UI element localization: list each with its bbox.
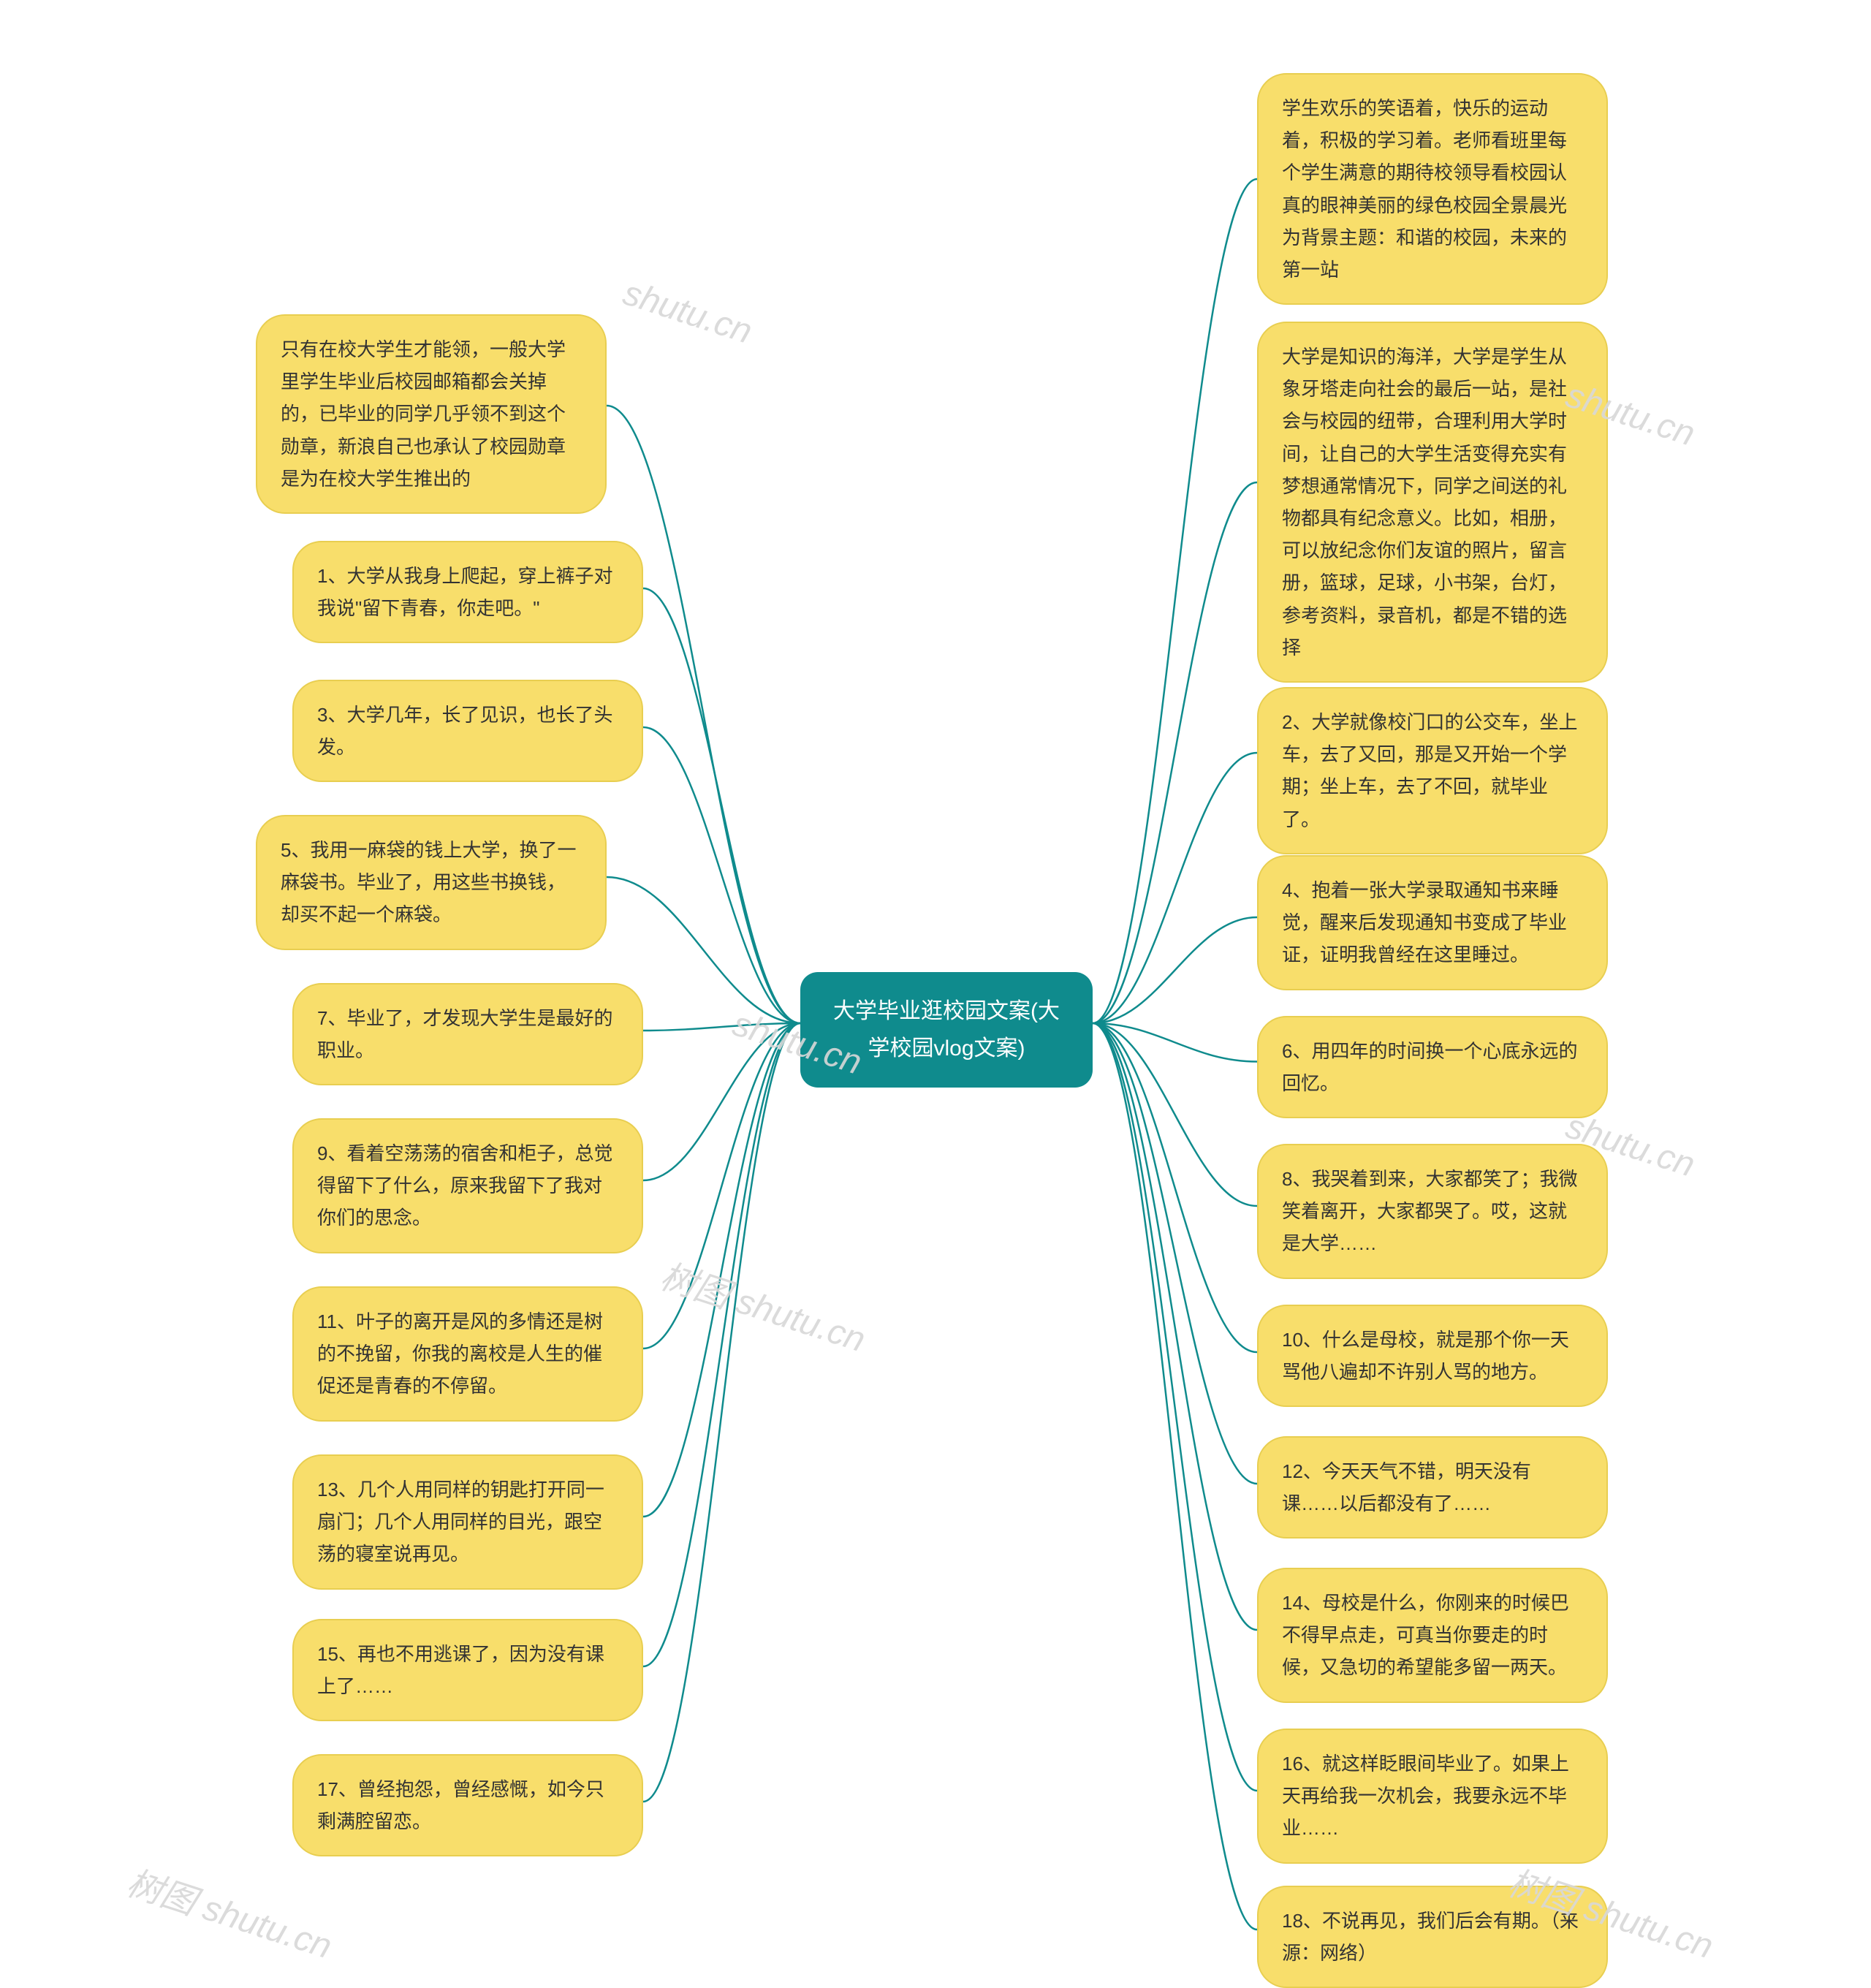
leaf-node: 8、我哭着到来，大家都笑了；我微笑着离开，大家都哭了。哎，这就是大学…… <box>1257 1144 1608 1279</box>
leaf-node: 1、大学从我身上爬起，穿上裤子对我说"留下青春，你走吧。" <box>292 541 643 643</box>
leaf-node: 10、什么是母校，就是那个你一天骂他八遍却不许别人骂的地方。 <box>1257 1305 1608 1407</box>
leaf-node: 18、不说再见，我们后会有期。（来源：网络） <box>1257 1886 1608 1988</box>
edge <box>643 1023 800 1031</box>
edge <box>1093 917 1257 1023</box>
leaf-node: 15、再也不用逃课了，因为没有课上了…… <box>292 1619 643 1721</box>
watermark: 树图 shutu.cn <box>121 1854 339 1968</box>
leaf-node: 12、今天天气不错，明天没有课……以后都没有了…… <box>1257 1436 1608 1539</box>
edge <box>643 588 800 1023</box>
leaf-node: 11、叶子的离开是风的多情还是树的不挽留，你我的离校是人生的催促还是青春的不停留… <box>292 1286 643 1422</box>
edge <box>643 1023 800 1517</box>
leaf-node: 9、看着空荡荡的宿舍和柜子，总觉得留下了什么，原来我留下了我对你们的思念。 <box>292 1118 643 1253</box>
edge <box>643 1023 800 1802</box>
leaf-node: 5、我用一麻袋的钱上大学，换了一麻袋书。毕业了，用这些书换钱，却买不起一个麻袋。 <box>256 815 607 950</box>
leaf-node: 17、曾经抱怨，曾经感慨，如今只剩满腔留恋。 <box>292 1754 643 1856</box>
leaf-node: 2、大学就像校门口的公交车，坐上车，去了又回，那是又开始一个学期；坐上车，去了不… <box>1257 687 1608 854</box>
watermark: 树图 shutu.cn <box>655 1248 873 1362</box>
leaf-node: 13、几个人用同样的钥匙打开同一扇门；几个人用同样的目光，跟空荡的寝室说再见。 <box>292 1454 643 1590</box>
edge <box>1093 482 1257 1023</box>
edge <box>643 1023 800 1180</box>
edge <box>1093 179 1257 1023</box>
edge <box>1093 1023 1257 1630</box>
edge <box>643 727 800 1023</box>
edge <box>1093 1023 1257 1206</box>
leaf-node: 只有在校大学生才能领，一般大学里学生毕业后校园邮箱都会关掉的，已毕业的同学几乎领… <box>256 314 607 514</box>
leaf-node: 4、抱着一张大学录取通知书来睡觉，醒来后发现通知书变成了毕业证，证明我曾经在这里… <box>1257 855 1608 990</box>
leaf-node: 大学是知识的海洋，大学是学生从象牙塔走向社会的最后一站，是社会与校园的纽带，合理… <box>1257 322 1608 683</box>
edge <box>1093 1023 1257 1062</box>
edge <box>1093 1023 1257 1791</box>
leaf-node: 学生欢乐的笑语着，快乐的运动着，积极的学习着。老师看班里每个学生满意的期待校领导… <box>1257 73 1608 305</box>
leaf-node: 6、用四年的时间换一个心底永远的回忆。 <box>1257 1016 1608 1118</box>
leaf-node: 7、毕业了，才发现大学生是最好的职业。 <box>292 983 643 1085</box>
leaf-node: 3、大学几年，长了见识，也长了头发。 <box>292 680 643 782</box>
edge <box>1093 1023 1257 1484</box>
mindmap-canvas: 大学毕业逛校园文案(大学校园vlog文案) 学生欢乐的笑语着，快乐的运动着，积极的… <box>0 0 1871 1973</box>
edge <box>1093 753 1257 1023</box>
center-node: 大学毕业逛校园文案(大学校园vlog文案) <box>800 972 1093 1088</box>
edge <box>1093 1023 1257 1930</box>
edge <box>643 1023 800 1666</box>
edge <box>643 1023 800 1348</box>
leaf-node: 16、就这样眨眼间毕业了。如果上天再给我一次机会，我要永远不毕业…… <box>1257 1729 1608 1864</box>
leaf-node: 14、母校是什么，你刚来的时候巴不得早点走，可真当你要走的时候，又急切的希望能多… <box>1257 1568 1608 1703</box>
watermark: shutu.cn <box>618 273 757 352</box>
edge <box>1093 1023 1257 1352</box>
